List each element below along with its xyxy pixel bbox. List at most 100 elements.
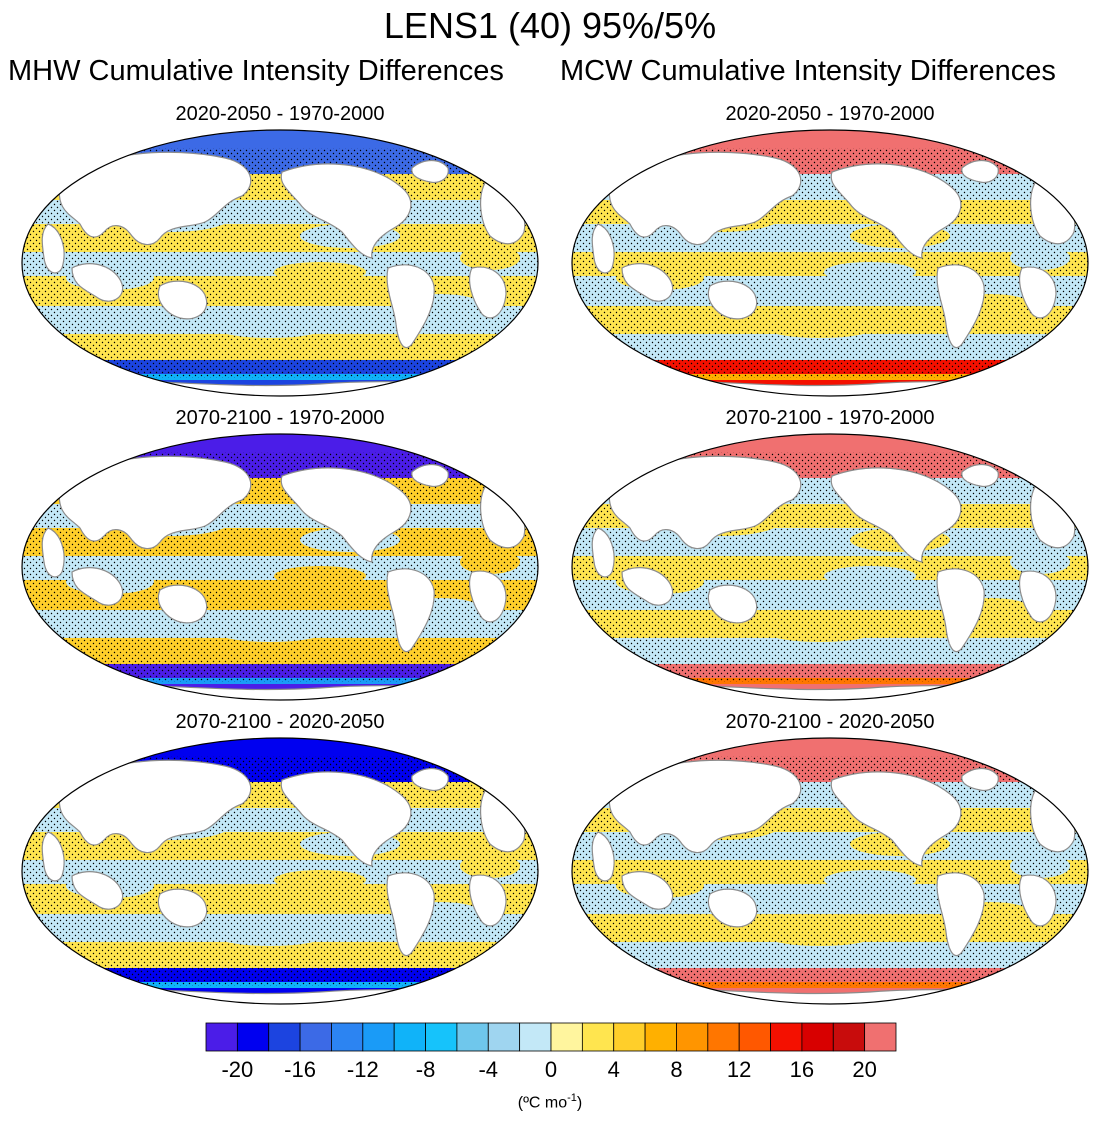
- continent: [621, 567, 674, 606]
- colorbar-tick-label: -8: [415, 1057, 436, 1082]
- colorbar-tick-labels: -20 -16 -12 -8 -4 0 4 8 12 16 20: [0, 1056, 1100, 1086]
- continent: [1019, 266, 1057, 319]
- continent: [41, 527, 65, 578]
- continent: [411, 159, 449, 183]
- colorbar-swatch: [801, 1022, 834, 1052]
- colorbar-swatch: [550, 1022, 583, 1052]
- continent: [469, 266, 507, 319]
- continent: [71, 263, 124, 302]
- continent: [621, 263, 674, 302]
- mcw-column-title: MCW Cumulative Intensity Differences: [560, 55, 1056, 87]
- colorbar-swatch: [393, 1022, 426, 1052]
- continent: [608, 151, 802, 246]
- continent: [707, 584, 758, 624]
- continent: [386, 872, 435, 957]
- continent: [608, 455, 802, 550]
- map-plot: [21, 433, 539, 701]
- panel-title: 2070-2100 - 2020-2050: [725, 711, 935, 733]
- colorbar-swatch: [456, 1022, 489, 1052]
- colorbar-swatch: [331, 1022, 364, 1052]
- colorbar-tick-label: 20: [852, 1057, 877, 1082]
- colorbar-swatch: [832, 1022, 866, 1052]
- continent: [1019, 570, 1057, 623]
- continent: [621, 871, 674, 910]
- continent: [707, 280, 758, 320]
- colorbar-tick-label: 4: [607, 1057, 620, 1082]
- colorbar-swatch: [425, 1022, 458, 1052]
- map-plot: [21, 129, 539, 397]
- continent: [58, 455, 252, 550]
- colorbar-tick-label: 16: [789, 1057, 815, 1082]
- continent: [386, 264, 435, 349]
- continent: [591, 831, 615, 882]
- map-plot: [21, 737, 539, 1005]
- map-border: [571, 129, 1089, 397]
- continent: [469, 874, 507, 927]
- map-panel-mhw-2: 2070-2100 - 1970-2000: [10, 404, 550, 704]
- panel-title: 2020-2050 - 1970-2000: [725, 103, 935, 125]
- continent: [41, 223, 65, 274]
- continent: [830, 467, 962, 563]
- continent: [961, 767, 999, 791]
- colorbar-tick-label: -4: [478, 1057, 499, 1082]
- map-border: [571, 433, 1089, 701]
- colorbar-swatch: [644, 1022, 677, 1052]
- map-panel-mcw-2: 2070-2100 - 1970-2000: [560, 404, 1100, 704]
- colorbar-tick-label: 8: [670, 1057, 683, 1082]
- map-panel-mcw-1: 2020-2050 - 1970-2000: [560, 100, 1100, 400]
- colorbar-swatch: [362, 1022, 395, 1052]
- map-panel-mhw-3: 2070-2100 - 2020-2050: [10, 708, 550, 1008]
- colorbar-swatch: [738, 1022, 771, 1052]
- panel-title: 2070-2100 - 1970-2000: [725, 407, 935, 429]
- continent: [936, 568, 985, 653]
- map-border: [571, 737, 1089, 1005]
- continent: [707, 888, 758, 928]
- continent: [1019, 874, 1057, 927]
- continent: [411, 463, 449, 487]
- continent: [280, 163, 412, 259]
- colorbar-swatch: [236, 1022, 270, 1052]
- continent: [591, 527, 615, 578]
- continent: [936, 872, 985, 957]
- map-content: [572, 434, 1088, 700]
- continent: [961, 159, 999, 183]
- continent: [830, 771, 962, 867]
- colorbar-swatch: [581, 1022, 615, 1052]
- map-panel-mhw-1: 2020-2050 - 1970-2000: [10, 100, 550, 400]
- units-text: (ºC mo: [517, 1094, 568, 1112]
- continent: [936, 264, 985, 349]
- panel-title: 2070-2100 - 2020-2050: [175, 711, 385, 733]
- colorbar-swatch: [205, 1022, 238, 1052]
- colorbar-tick-label: 0: [544, 1057, 558, 1082]
- continent: [386, 568, 435, 653]
- continent: [58, 759, 252, 854]
- map-content: [22, 738, 538, 1004]
- units-exponent: -1: [567, 1092, 577, 1104]
- continent: [608, 759, 802, 854]
- colorbar-swatch: [519, 1022, 552, 1052]
- colorbar-swatch: [770, 1022, 803, 1052]
- continent: [58, 151, 252, 246]
- colorbar-swatch: [268, 1022, 301, 1052]
- mhw-column-title: MHW Cumulative Intensity Differences: [8, 55, 504, 87]
- map-border: [21, 433, 539, 701]
- colorbar: [205, 1022, 897, 1052]
- continent: [411, 767, 449, 791]
- continent: [157, 584, 208, 624]
- colorbar-units: (ºC mo-1): [0, 1092, 1100, 1112]
- colorbar-swatch: [613, 1022, 646, 1052]
- map-plot: [571, 737, 1089, 1005]
- continent: [591, 223, 615, 274]
- colorbar-swatch: [299, 1022, 332, 1052]
- map-border: [21, 737, 539, 1005]
- colorbar-tick-label: -16: [284, 1057, 316, 1082]
- continent: [157, 280, 208, 320]
- colorbar-swatch: [487, 1022, 521, 1052]
- colorbar-tick-label: -12: [346, 1057, 379, 1082]
- colorbar-swatch: [864, 1022, 897, 1052]
- map-plot: [571, 433, 1089, 701]
- continent: [830, 163, 962, 259]
- continent: [71, 567, 124, 606]
- continent: [41, 831, 65, 882]
- continent: [961, 463, 999, 487]
